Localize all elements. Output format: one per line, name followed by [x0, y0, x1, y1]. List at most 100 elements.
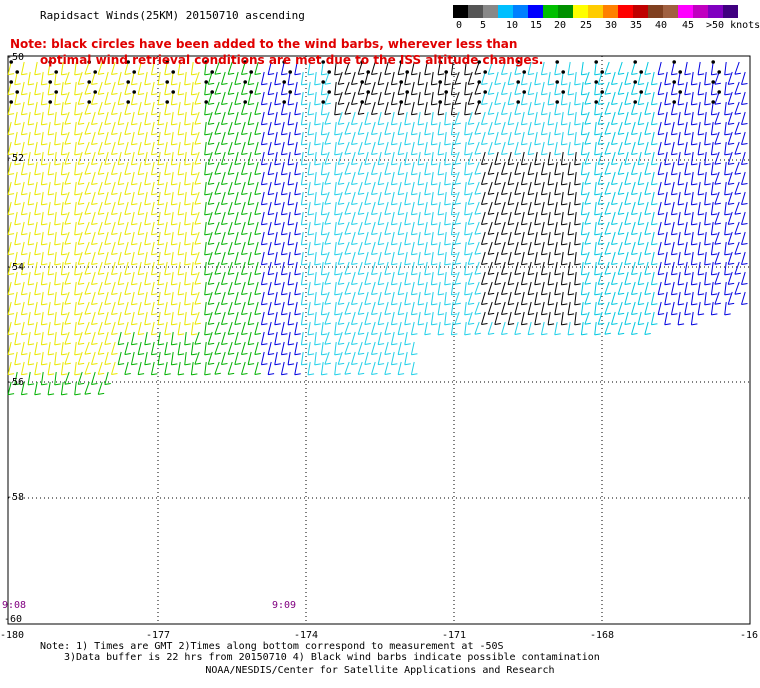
- wind-barb: [527, 221, 532, 235]
- wind-barb: [274, 131, 278, 145]
- wind-barb-flag: [658, 93, 665, 96]
- wind-barb: [357, 161, 363, 175]
- wind-barb-flag: [84, 152, 91, 155]
- wind-barb: [574, 251, 577, 265]
- wind-barb-flag: [208, 82, 215, 85]
- wind-barb: [64, 231, 70, 245]
- wind-barb: [54, 371, 57, 385]
- wind-barb-flag: [534, 163, 541, 166]
- wind-barb: [124, 301, 129, 315]
- lat-tick: -58: [6, 492, 25, 503]
- wind-barb: [320, 221, 324, 235]
- wind-barb-flag: [14, 323, 21, 326]
- wind-barb: [371, 341, 376, 355]
- wind-barb: [320, 321, 324, 335]
- wind-barb: [467, 91, 473, 105]
- wind-barb: [137, 301, 142, 315]
- wind-barb: [40, 131, 44, 145]
- wind-barb-flag: [451, 113, 458, 116]
- wind-barb: [371, 121, 376, 135]
- wind-barb-flag: [177, 153, 185, 156]
- wind-barb: [184, 71, 187, 85]
- wind-barb: [494, 111, 499, 125]
- wind-barb-flag: [177, 173, 185, 176]
- wind-barb: [54, 151, 57, 165]
- wind-barb: [314, 211, 317, 225]
- wind-barb: [534, 191, 538, 205]
- wind-barb: [124, 281, 129, 295]
- wind-barb-flag: [684, 253, 691, 256]
- wind-barb: [324, 271, 330, 285]
- wind-barb: [320, 241, 324, 255]
- wind-barb: [267, 201, 272, 215]
- wind-barb: [677, 151, 681, 165]
- wind-barb-flag: [61, 313, 68, 316]
- wind-barb: [320, 181, 324, 195]
- wind-barb: [334, 61, 337, 75]
- wind-barb-flag: [118, 323, 125, 326]
- wind-barb: [560, 71, 564, 85]
- wind-barb: [20, 221, 25, 235]
- wind-barb: [710, 181, 714, 195]
- wind-barb-flag: [338, 102, 345, 105]
- wind-barb-flag: [228, 312, 235, 315]
- wind-barb: [54, 331, 57, 345]
- wind-barb-flag: [307, 333, 315, 336]
- wind-barb-flag: [378, 323, 385, 326]
- wind-barb: [540, 201, 545, 215]
- wind-barb: [64, 291, 70, 305]
- wind-barb-flag: [287, 323, 295, 326]
- wind-barb: [74, 81, 77, 95]
- wind-barb: [150, 361, 155, 375]
- wind-barb-flag: [444, 163, 451, 166]
- wind-barb: [637, 131, 642, 145]
- wind-barb-flag: [671, 253, 678, 256]
- wind-barb-flag: [61, 233, 68, 236]
- contamination-marker: [360, 80, 365, 84]
- wind-barb: [27, 91, 31, 105]
- wind-barb-flag: [287, 303, 295, 306]
- wind-barb: [111, 81, 116, 95]
- wind-barb-flag: [184, 203, 191, 206]
- wind-barb: [444, 211, 447, 225]
- wind-barb-flag: [27, 243, 35, 246]
- wind-barb: [597, 191, 603, 205]
- wind-barb: [84, 341, 90, 355]
- wind-barb-flag: [61, 253, 68, 256]
- wind-barb-flag: [554, 293, 561, 296]
- wind-barb: [534, 71, 538, 85]
- wind-barb: [697, 221, 701, 235]
- wind-barb: [307, 181, 311, 195]
- wind-barb: [47, 141, 51, 155]
- wind-barb: [574, 71, 577, 85]
- wind-barb-flag: [644, 253, 651, 256]
- wind-barb: [254, 161, 259, 175]
- wind-barb-flag: [741, 302, 748, 305]
- wind-barb: [657, 121, 662, 135]
- wind-barb: [130, 131, 135, 145]
- wind-barb: [690, 211, 694, 225]
- wind-barb: [430, 231, 434, 245]
- wind-barb: [624, 211, 629, 225]
- wind-barb-flag: [594, 153, 601, 156]
- wind-barb-flag: [378, 163, 385, 166]
- wind-barb: [424, 321, 428, 335]
- wind-barb-flag: [398, 133, 405, 136]
- wind-barb: [64, 71, 70, 85]
- wind-barb: [47, 181, 51, 195]
- wind-barb-flag: [268, 153, 275, 156]
- wind-barb-flag: [234, 283, 241, 286]
- wind-barb: [54, 231, 57, 245]
- wind-barb-flag: [208, 162, 215, 165]
- wind-barb: [514, 61, 519, 75]
- wind-barb: [724, 281, 727, 295]
- wind-barb-flag: [321, 93, 328, 96]
- wind-barb-flag: [254, 133, 261, 136]
- wind-barb: [487, 321, 493, 335]
- wind-barb-flag: [334, 173, 341, 176]
- wind-barb-flag: [561, 323, 568, 326]
- wind-barb: [594, 201, 597, 215]
- wind-barb-flag: [358, 132, 365, 135]
- wind-barb-flag: [514, 213, 521, 216]
- wind-barb: [670, 141, 675, 155]
